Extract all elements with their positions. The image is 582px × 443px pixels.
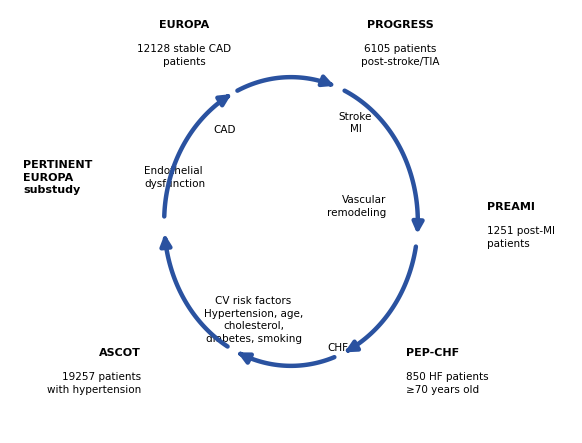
Text: PREAMI: PREAMI <box>487 202 535 212</box>
Text: Endothelial
dysfunction: Endothelial dysfunction <box>144 167 205 189</box>
Text: CHF: CHF <box>328 343 349 354</box>
Text: Stroke
MI: Stroke MI <box>339 112 372 135</box>
Text: Vascular
remodeling: Vascular remodeling <box>327 195 386 218</box>
Text: PERTINENT
EUROPA
substudy: PERTINENT EUROPA substudy <box>23 160 93 195</box>
Text: 6105 patients
post-stroke/TIA: 6105 patients post-stroke/TIA <box>361 44 440 67</box>
Text: EUROPA: EUROPA <box>159 20 210 30</box>
Text: CV risk factors
Hypertension, age,
cholesterol,
diabetes, smoking: CV risk factors Hypertension, age, chole… <box>204 296 303 344</box>
Text: 1251 post-MI
patients: 1251 post-MI patients <box>487 226 555 249</box>
Text: ASCOT: ASCOT <box>100 348 141 358</box>
Text: 12128 stable CAD
patients: 12128 stable CAD patients <box>137 44 232 67</box>
Text: PROGRESS: PROGRESS <box>367 20 434 30</box>
Text: CAD: CAD <box>214 124 236 135</box>
Text: 850 HF patients
≥70 years old: 850 HF patients ≥70 years old <box>406 373 489 395</box>
Text: PEP-CHF: PEP-CHF <box>406 348 459 358</box>
Text: 19257 patients
with hypertension: 19257 patients with hypertension <box>47 373 141 395</box>
